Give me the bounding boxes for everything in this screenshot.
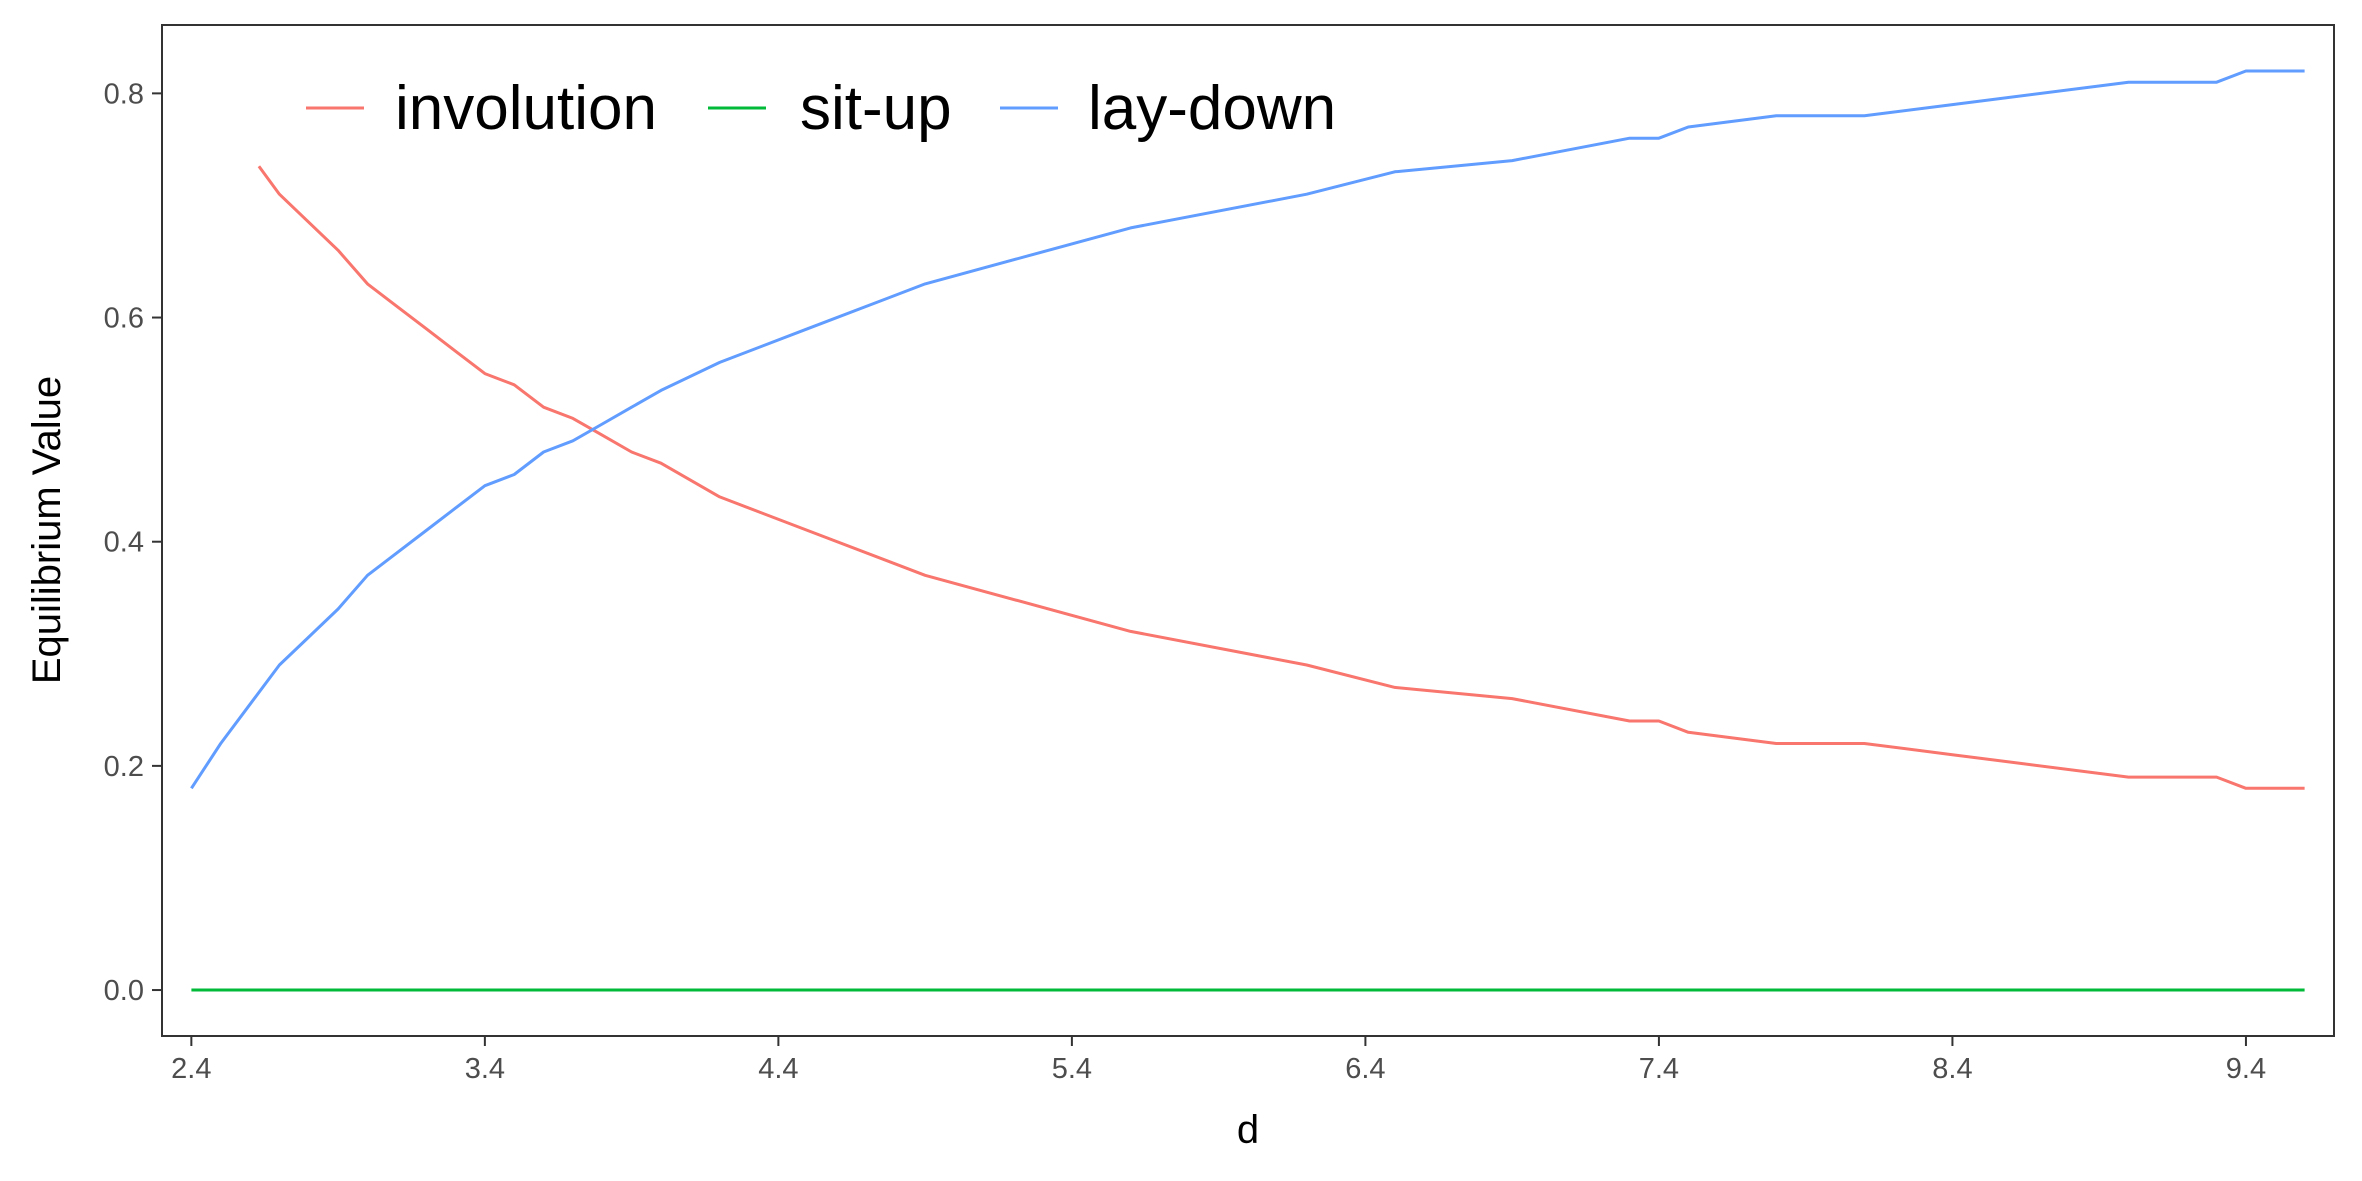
x-tick-label: 8.4 [1932, 1053, 1972, 1085]
legend: involution sit-up lay-down [306, 74, 1336, 143]
series-line-lay-down [190, 69, 2305, 790]
x-tick-label: 2.4 [171, 1053, 211, 1085]
series-line-involution [257, 165, 2305, 790]
plot-panel-border [161, 24, 2335, 1037]
y-tick-label: 0.8 [104, 78, 144, 110]
legend-label-involution: involution [395, 74, 657, 143]
legend-label-lay-down: lay-down [1088, 74, 1336, 143]
y-tick-label: 0.2 [104, 751, 144, 783]
x-tick-label: 6.4 [1345, 1053, 1385, 1085]
y-tick-label: 0.4 [104, 527, 144, 559]
y-axis-title: Equilibrium Value [25, 376, 69, 684]
x-tick-label: 7.4 [1639, 1053, 1679, 1085]
legend-label-sit-up: sit-up [800, 74, 952, 143]
x-axis-title: d [1237, 1108, 1259, 1152]
x-tick-label: 4.4 [758, 1053, 798, 1085]
axes-layer: 2.4 3.4 4.4 5.4 6.4 7.4 8.4 9.4 0.0 0.2 0.4 0.6 0.8 [104, 78, 2266, 1085]
x-tick-label: 5.4 [1052, 1053, 1092, 1085]
y-tick-label: 0.0 [104, 975, 144, 1007]
x-tick-label: 3.4 [465, 1053, 505, 1085]
x-tick-label: 9.4 [2226, 1053, 2266, 1085]
series-layer [190, 69, 2305, 992]
y-tick-label: 0.6 [104, 303, 144, 335]
